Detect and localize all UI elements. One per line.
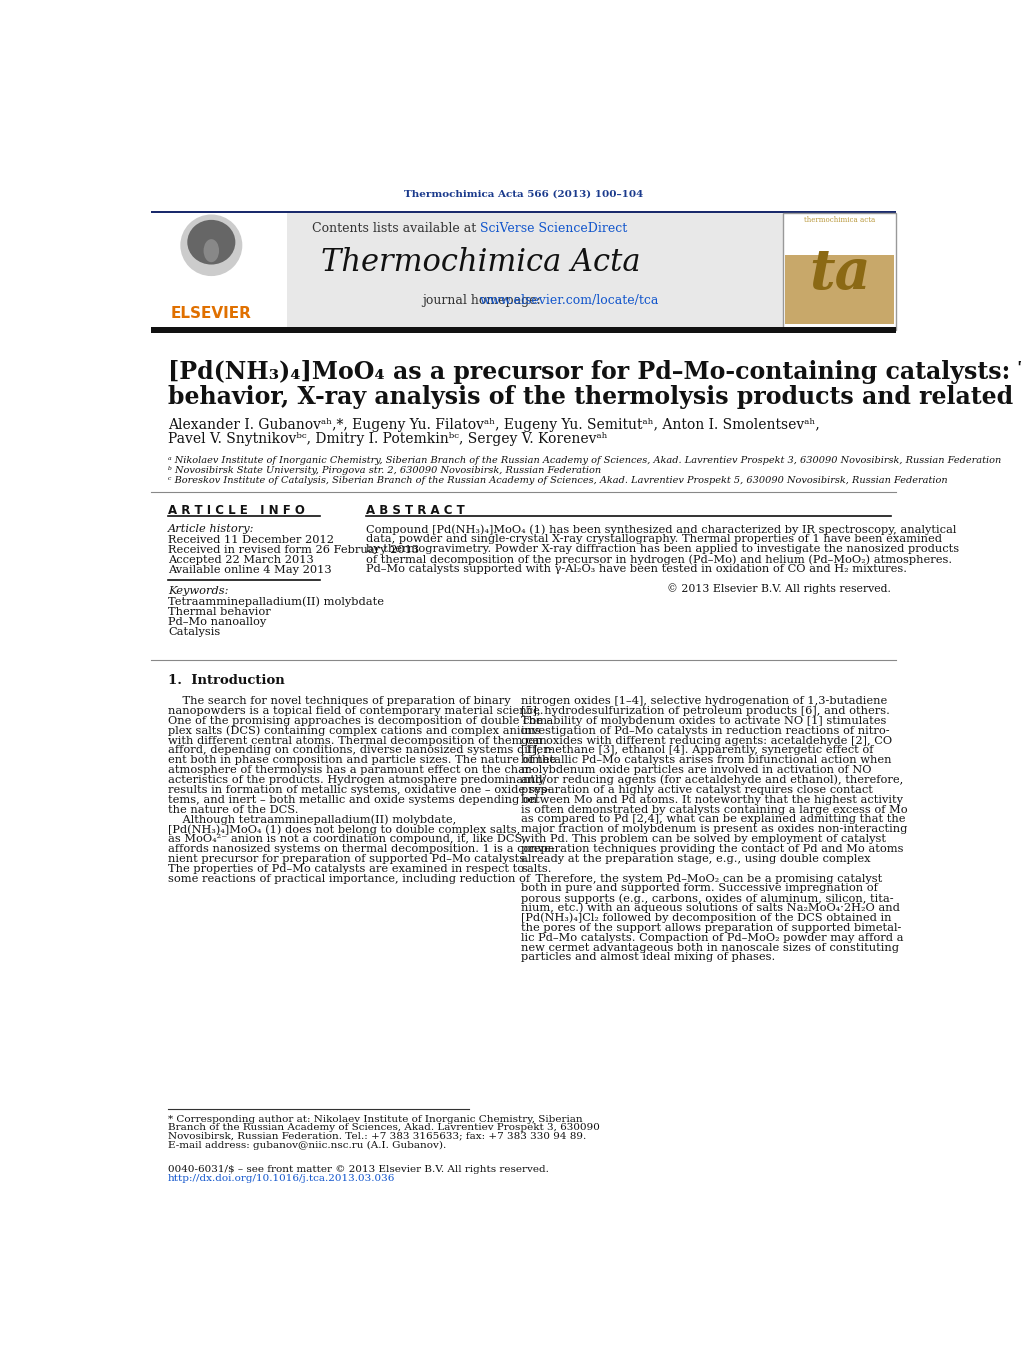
Text: results in formation of metallic systems, oxidative one – oxide sys-: results in formation of metallic systems… [167, 785, 550, 794]
Text: Article history:: Article history: [167, 524, 254, 535]
Text: E-mail address: gubanov@niic.nsc.ru (A.I. Gubanov).: E-mail address: gubanov@niic.nsc.ru (A.I… [167, 1140, 446, 1150]
Text: © 2013 Elsevier B.V. All rights reserved.: © 2013 Elsevier B.V. All rights reserved… [667, 584, 891, 594]
Text: journal homepage:: journal homepage: [422, 295, 545, 307]
Text: as compared to Pd [2,4], what can be explained admitting that the: as compared to Pd [2,4], what can be exp… [522, 815, 906, 824]
Text: Pd–Mo nanoalloy: Pd–Mo nanoalloy [167, 617, 266, 627]
Text: nanopowders is a topical field of contemporary material science.: nanopowders is a topical field of contem… [167, 707, 543, 716]
Text: as MoO₄²⁻ anion is not a coordination compound, it, like DCS,: as MoO₄²⁻ anion is not a coordination co… [167, 834, 526, 844]
Text: behavior, X-ray analysis of the thermolysis products and related catalytic studi: behavior, X-ray analysis of the thermoly… [167, 385, 1021, 409]
Text: nium, etc.) with an aqueous solutions of salts Na₂MoO₄·2H₂O and: nium, etc.) with an aqueous solutions of… [522, 902, 901, 913]
Text: Novosibirsk, Russian Federation. Tel.: +7 383 3165633; fax: +7 383 330 94 89.: Novosibirsk, Russian Federation. Tel.: +… [167, 1132, 586, 1140]
Text: Therefore, the system Pd–MoO₂ can be a promising catalyst: Therefore, the system Pd–MoO₂ can be a p… [522, 874, 882, 884]
Text: with Pd. This problem can be solved by employment of catalyst: with Pd. This problem can be solved by e… [522, 834, 886, 844]
Text: affords nanosized systems on thermal decomposition. 1 is a conve-: affords nanosized systems on thermal dec… [167, 844, 554, 854]
Text: ᶜ Boreskov Institute of Catalysis, Siberian Branch of the Russian Academy of Sci: ᶜ Boreskov Institute of Catalysis, Siber… [167, 477, 947, 485]
Text: A B S T R A C T: A B S T R A C T [367, 504, 466, 517]
Text: http://dx.doi.org/10.1016/j.tca.2013.03.036: http://dx.doi.org/10.1016/j.tca.2013.03.… [167, 1174, 395, 1183]
Text: data, powder and single-crystal X-ray crystallography. Thermal properties of 1 h: data, powder and single-crystal X-ray cr… [367, 535, 942, 544]
Text: [Pd(NH₃)₄]Cl₂ followed by decomposition of the DCS obtained in: [Pd(NH₃)₄]Cl₂ followed by decomposition … [522, 913, 891, 923]
Text: 0040-6031/$ – see front matter © 2013 Elsevier B.V. All rights reserved.: 0040-6031/$ – see front matter © 2013 El… [167, 1165, 549, 1174]
Text: Although tetraamminepalladium(II) molybdate,: Although tetraamminepalladium(II) molybd… [167, 815, 456, 824]
Text: Tetraamminepalladium(II) molybdate: Tetraamminepalladium(II) molybdate [167, 597, 384, 607]
Text: is often demonstrated by catalysts containing a large excess of Mo: is often demonstrated by catalysts conta… [522, 805, 908, 815]
Text: The ability of molybdenum oxides to activate NO [1] stimulates: The ability of molybdenum oxides to acti… [522, 716, 886, 725]
Text: Thermal behavior: Thermal behavior [167, 607, 271, 617]
Text: acteristics of the products. Hydrogen atmosphere predominantly: acteristics of the products. Hydrogen at… [167, 775, 545, 785]
Text: Thermochimica Acta 566 (2013) 100–104: Thermochimica Acta 566 (2013) 100–104 [404, 190, 643, 199]
Text: the nature of the DCS.: the nature of the DCS. [167, 805, 298, 815]
Text: nient precursor for preparation of supported Pd–Mo catalysts.: nient precursor for preparation of suppo… [167, 854, 529, 863]
Text: Available online 4 May 2013: Available online 4 May 2013 [167, 565, 332, 576]
Text: of thermal decomposition of the precursor in hydrogen (Pd–Mo) and helium (Pd–MoO: of thermal decomposition of the precurso… [367, 554, 953, 565]
Text: tems, and inert – both metallic and oxide systems depending on: tems, and inert – both metallic and oxid… [167, 794, 537, 805]
Text: particles and almost ideal mixing of phases.: particles and almost ideal mixing of pha… [522, 952, 776, 962]
Text: www.elsevier.com/locate/tca: www.elsevier.com/locate/tca [480, 295, 660, 307]
Text: atmosphere of thermolysis has a paramount effect on the char-: atmosphere of thermolysis has a paramoun… [167, 765, 534, 775]
Text: Contents lists available at: Contents lists available at [312, 222, 480, 235]
Text: Keywords:: Keywords: [167, 586, 229, 596]
Text: with different central atoms. Thermal decomposition of them can: with different central atoms. Thermal de… [167, 735, 546, 746]
Text: Received 11 December 2012: Received 11 December 2012 [167, 535, 334, 546]
Text: major fraction of molybdenum is present as oxides non-interacting: major fraction of molybdenum is present … [522, 824, 908, 835]
Text: salts.: salts. [522, 863, 551, 874]
Text: ta: ta [809, 246, 871, 301]
Text: SciVerse ScienceDirect: SciVerse ScienceDirect [480, 222, 628, 235]
Text: and/or reducing agents (for acetaldehyde and ethanol), therefore,: and/or reducing agents (for acetaldehyde… [522, 774, 904, 785]
Bar [783, 213, 895, 330]
Text: both in pure and supported form. Successive impregnation of: both in pure and supported form. Success… [522, 884, 878, 893]
Ellipse shape [187, 220, 236, 265]
Text: Received in revised form 26 February 2013: Received in revised form 26 February 201… [167, 546, 419, 555]
Text: some reactions of practical importance, including reduction of: some reactions of practical importance, … [167, 874, 530, 884]
Text: Alexander I. Gubanovᵃʰ,*, Eugeny Yu. Filatovᵃʰ, Eugeny Yu. Semitutᵃʰ, Anton I. S: Alexander I. Gubanovᵃʰ,*, Eugeny Yu. Fil… [167, 419, 820, 432]
Text: ᵃ Nikolaev Institute of Inorganic Chemistry, Siberian Branch of the Russian Acad: ᵃ Nikolaev Institute of Inorganic Chemis… [167, 457, 1002, 465]
Text: new cermet advantageous both in nanoscale sizes of constituting: new cermet advantageous both in nanoscal… [522, 943, 900, 952]
Text: ᵇ Novosibirsk State University, Pirogova str. 2, 630090 Novosibirsk, Russian Fed: ᵇ Novosibirsk State University, Pirogova… [167, 466, 601, 476]
Text: The properties of Pd–Mo catalysts are examined in respect to: The properties of Pd–Mo catalysts are ex… [167, 863, 524, 874]
Text: One of the promising approaches is decomposition of double com-: One of the promising approaches is decom… [167, 716, 551, 725]
Text: [Pd(NH₃)₄]MoO₄ (1) does not belong to double complex salts,: [Pd(NH₃)₄]MoO₄ (1) does not belong to do… [167, 824, 520, 835]
Bar [151, 213, 287, 330]
Text: plex salts (DCS) containing complex cations and complex anions: plex salts (DCS) containing complex cati… [167, 725, 540, 736]
Text: afford, depending on conditions, diverse nanosized systems differ-: afford, depending on conditions, diverse… [167, 746, 552, 755]
Bar [151, 327, 895, 334]
Bar [151, 213, 782, 330]
Text: [1], methane [3], ethanol [4]. Apparently, synergetic effect of: [1], methane [3], ethanol [4]. Apparentl… [522, 746, 874, 755]
Text: The search for novel techniques of preparation of binary: The search for novel techniques of prepa… [167, 696, 510, 707]
Text: nitrogen oxides [1–4], selective hydrogenation of 1,3-butadiene: nitrogen oxides [1–4], selective hydroge… [522, 696, 887, 707]
Text: Branch of the Russian Academy of Sciences, Akad. Lavrentiev Prospekt 3, 630090: Branch of the Russian Academy of Science… [167, 1123, 599, 1132]
Circle shape [181, 215, 242, 276]
Text: preparation techniques providing the contact of Pd and Mo atoms: preparation techniques providing the con… [522, 844, 904, 854]
Text: investigation of Pd–Mo catalysts in reduction reactions of nitro-: investigation of Pd–Mo catalysts in redu… [522, 725, 890, 736]
Text: Compound [Pd(NH₃)₄]MoO₄ (1) has been synthesized and characterized by IR spectro: Compound [Pd(NH₃)₄]MoO₄ (1) has been syn… [367, 524, 957, 535]
Text: thermochimica acta: thermochimica acta [805, 216, 875, 224]
Text: preparation of a highly active catalyst requires close contact: preparation of a highly active catalyst … [522, 785, 873, 794]
Text: Pd–Mo catalysts supported with γ-Al₂O₃ have been tested in oxidation of CO and H: Pd–Mo catalysts supported with γ-Al₂O₃ h… [367, 565, 908, 574]
Text: by thermogravimetry. Powder X-ray diffraction has been applied to investigate th: by thermogravimetry. Powder X-ray diffra… [367, 544, 960, 554]
Text: Accepted 22 March 2013: Accepted 22 March 2013 [167, 555, 313, 565]
Text: ELSEVIER: ELSEVIER [171, 305, 252, 320]
Text: lic Pd–Mo catalysts. Compaction of Pd–MoO₂ powder may afford a: lic Pd–Mo catalysts. Compaction of Pd–Mo… [522, 932, 904, 943]
Bar [785, 254, 894, 324]
Text: bimetallic Pd–Mo catalysts arises from bifunctional action when: bimetallic Pd–Mo catalysts arises from b… [522, 755, 891, 765]
Bar [151, 211, 895, 213]
Text: molybdenum oxide particles are involved in activation of NO: molybdenum oxide particles are involved … [522, 765, 872, 775]
Text: Pavel V. Snytnikovᵇᶜ, Dmitry I. Potemkinᵇᶜ, Sergey V. Korenevᵃʰ: Pavel V. Snytnikovᵇᶜ, Dmitry I. Potemkin… [167, 432, 607, 446]
Text: ent both in phase composition and particle sizes. The nature of the: ent both in phase composition and partic… [167, 755, 556, 765]
Text: Catalysis: Catalysis [167, 627, 221, 636]
Text: gen oxides with different reducing agents: acetaldehyde [2], CO: gen oxides with different reducing agent… [522, 735, 892, 746]
Ellipse shape [203, 239, 220, 262]
Text: * Corresponding author at: Nikolaev Institute of Inorganic Chemistry, Siberian: * Corresponding author at: Nikolaev Inst… [167, 1115, 583, 1124]
Text: the pores of the support allows preparation of supported bimetal-: the pores of the support allows preparat… [522, 923, 902, 932]
Text: 1.  Introduction: 1. Introduction [167, 674, 285, 686]
Text: already at the preparation stage, e.g., using double complex: already at the preparation stage, e.g., … [522, 854, 871, 863]
Text: [Pd(NH₃)₄]MoO₄ as a precursor for Pd–Mo-containing catalysts: Thermal: [Pd(NH₃)₄]MoO₄ as a precursor for Pd–Mo-… [167, 359, 1021, 384]
Text: Thermochimica Acta: Thermochimica Acta [321, 247, 640, 278]
Text: between Mo and Pd atoms. It noteworthy that the highest activity: between Mo and Pd atoms. It noteworthy t… [522, 794, 904, 805]
Text: A R T I C L E   I N F O: A R T I C L E I N F O [167, 504, 305, 517]
Text: [5], hydrodesulfurization of petroleum products [6], and others.: [5], hydrodesulfurization of petroleum p… [522, 707, 890, 716]
Text: porous supports (e.g., carbons, oxides of aluminum, silicon, tita-: porous supports (e.g., carbons, oxides o… [522, 893, 894, 904]
